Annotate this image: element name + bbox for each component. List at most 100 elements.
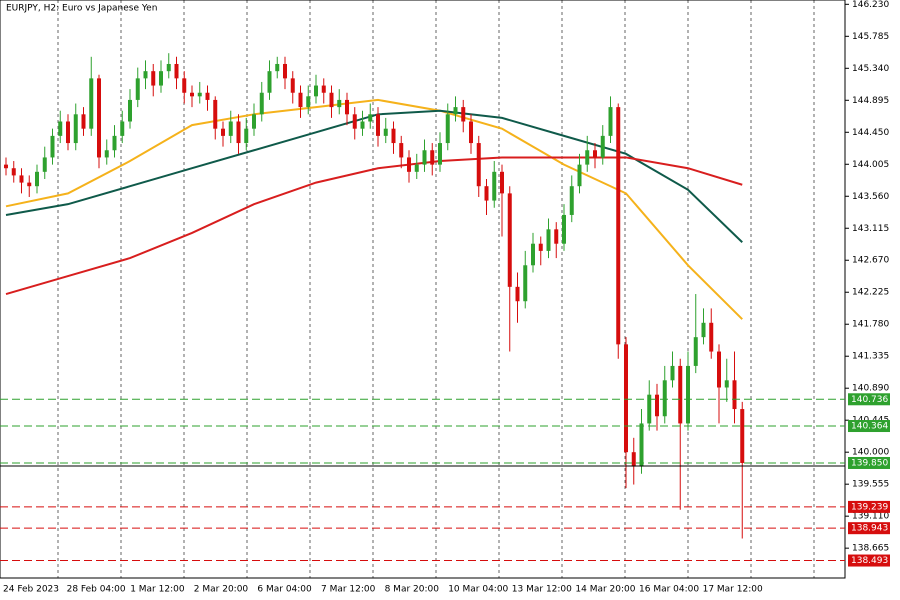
level-label: 139.850 bbox=[851, 458, 888, 468]
y-tick-label: 143.560 bbox=[852, 192, 889, 202]
candle-body bbox=[11, 168, 16, 176]
candle-body bbox=[329, 92, 334, 108]
candle-body bbox=[562, 214, 566, 244]
candle-body bbox=[593, 150, 597, 158]
candle-body bbox=[50, 135, 55, 158]
candle-body bbox=[709, 322, 714, 352]
candle-body bbox=[197, 92, 202, 97]
x-tick-label: 8 Mar 20:00 bbox=[385, 585, 440, 595]
candle-body bbox=[42, 157, 47, 172]
candle-body bbox=[469, 121, 473, 144]
candle-body bbox=[321, 85, 326, 93]
plot-frame bbox=[0, 0, 846, 579]
x-tick-label: 1 Mar 12:00 bbox=[130, 585, 185, 595]
y-tick-label: 144.450 bbox=[852, 128, 889, 138]
candle-body bbox=[538, 243, 543, 251]
x-tick-label: 2 Mar 20:00 bbox=[194, 585, 249, 595]
y-tick-label: 145.340 bbox=[852, 64, 889, 74]
moving-average bbox=[5, 156, 743, 295]
x-tick-label: 16 Mar 04:00 bbox=[639, 585, 699, 595]
level-label: 138.493 bbox=[851, 556, 888, 566]
candle-body bbox=[655, 394, 659, 417]
candle-body bbox=[174, 63, 179, 79]
candle-body bbox=[259, 92, 264, 115]
candle-body bbox=[143, 71, 148, 79]
candle-body bbox=[391, 128, 396, 144]
y-tick-label: 144.005 bbox=[852, 160, 889, 170]
candle-body bbox=[112, 135, 117, 151]
candle-body bbox=[414, 164, 419, 172]
candle-body bbox=[66, 121, 70, 144]
moving-average bbox=[5, 109, 743, 243]
candle-body bbox=[4, 164, 8, 169]
candle-body bbox=[693, 337, 698, 366]
candle-body bbox=[546, 229, 551, 251]
candle-body bbox=[244, 128, 249, 144]
y-tick-label: 142.225 bbox=[852, 288, 889, 298]
candle-body bbox=[515, 286, 520, 302]
candle-body bbox=[616, 107, 621, 345]
level-label-bg bbox=[848, 393, 890, 406]
level-label-bg bbox=[848, 420, 890, 433]
candle-body bbox=[670, 365, 675, 381]
y-tick-label: 143.115 bbox=[852, 224, 889, 234]
candle-body bbox=[97, 78, 101, 158]
chart-title: EURJPY, H2: Euro vs Japanese Yen bbox=[6, 4, 157, 14]
y-tick-label: 142.670 bbox=[852, 256, 889, 266]
candle-body bbox=[190, 92, 194, 97]
candle-body bbox=[399, 143, 404, 158]
candle-body bbox=[631, 452, 636, 467]
y-tick-label: 141.335 bbox=[852, 352, 889, 362]
y-tick-label: 146.230 bbox=[852, 0, 889, 10]
x-tick-label: 24 Feb 2023 bbox=[3, 585, 59, 595]
level-label: 139.239 bbox=[851, 502, 888, 512]
x-tick-label: 28 Feb 04:00 bbox=[67, 585, 126, 595]
candle-body bbox=[81, 114, 86, 129]
candle-body bbox=[159, 71, 163, 86]
candle-body bbox=[298, 92, 303, 108]
y-tick-label: 140.000 bbox=[852, 448, 889, 458]
candle-body bbox=[577, 164, 582, 187]
candle-body bbox=[58, 121, 63, 136]
candle-body bbox=[360, 121, 365, 129]
candle-body bbox=[407, 157, 411, 172]
candle-body bbox=[182, 78, 187, 93]
candle-body bbox=[236, 121, 241, 144]
candle-body bbox=[267, 71, 272, 93]
candle-body bbox=[35, 171, 39, 187]
candle-body bbox=[275, 63, 280, 72]
candle-body bbox=[639, 423, 644, 467]
candle-body bbox=[337, 99, 342, 108]
candle-body bbox=[724, 380, 729, 388]
y-tick-label: 138.665 bbox=[852, 544, 889, 554]
candle-body bbox=[205, 92, 210, 100]
candle-body bbox=[368, 114, 373, 122]
level-label-bg bbox=[848, 456, 890, 469]
candle-body bbox=[19, 175, 24, 183]
candle-body bbox=[283, 63, 287, 79]
candle-body bbox=[422, 150, 427, 165]
x-tick-label: 13 Mar 12:00 bbox=[512, 585, 572, 595]
x-tick-label: 6 Mar 04:00 bbox=[257, 585, 312, 595]
candle-body bbox=[438, 143, 442, 165]
candle-body bbox=[306, 96, 311, 108]
candle-body bbox=[531, 243, 535, 266]
candle-body bbox=[135, 78, 140, 100]
level-label-bg bbox=[848, 554, 890, 567]
candle-body bbox=[352, 114, 357, 129]
candle-body bbox=[500, 171, 504, 194]
level-label: 140.364 bbox=[851, 422, 888, 432]
candle-body bbox=[585, 150, 590, 165]
x-tick-label: 7 Mar 12:00 bbox=[321, 585, 376, 595]
candle-body bbox=[740, 409, 745, 463]
candle-body bbox=[686, 365, 690, 424]
candle-body bbox=[120, 121, 125, 136]
level-label: 140.736 bbox=[851, 395, 888, 405]
candle-body bbox=[554, 229, 559, 244]
candle-body bbox=[523, 265, 528, 302]
candle-body bbox=[476, 143, 481, 187]
candle-body bbox=[213, 99, 218, 129]
candle-body bbox=[569, 186, 574, 215]
candle-body bbox=[89, 78, 94, 129]
